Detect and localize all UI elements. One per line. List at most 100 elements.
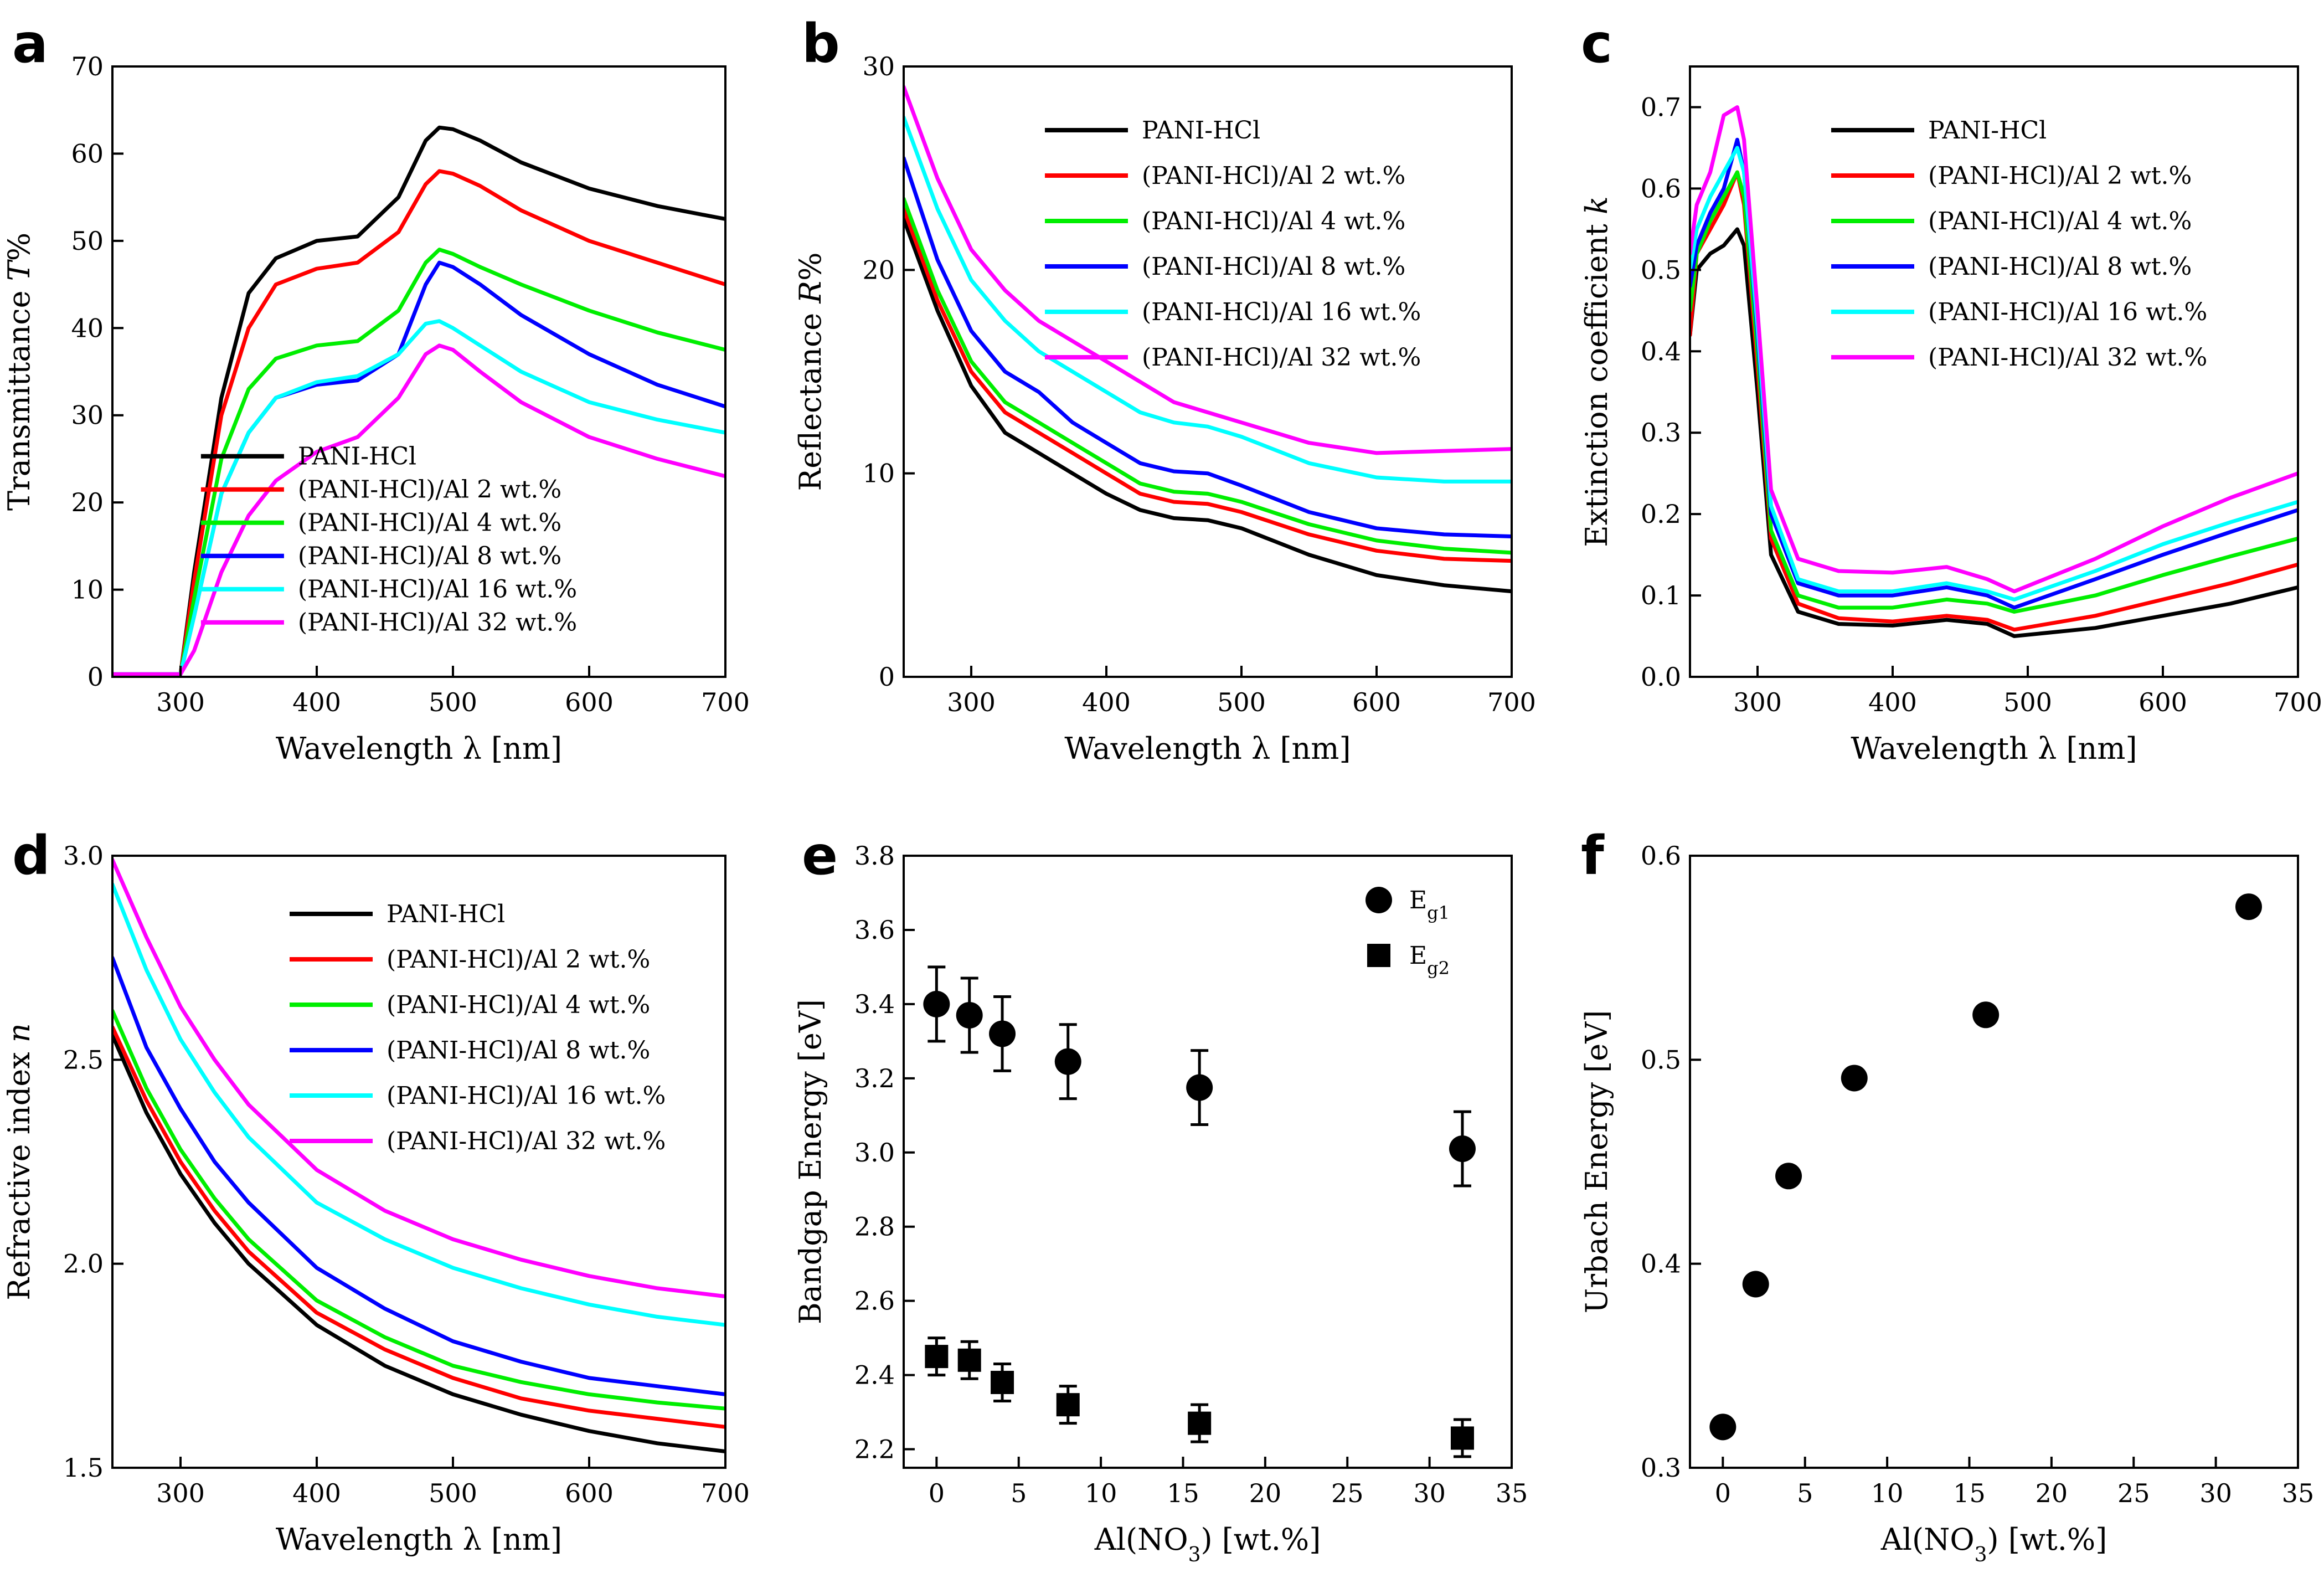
series-line-6: [1690, 105, 2298, 594]
y-tick-label: 2.2: [854, 1435, 895, 1464]
x-tick-label: 300: [156, 1478, 205, 1508]
x-tick-label: 500: [429, 1478, 477, 1508]
y-tick-label: 0.6: [1641, 173, 1681, 203]
y-axis-title-main: Reflectance: [793, 304, 828, 491]
plot-frame: [1689, 855, 2299, 1469]
y-tick-label: 2.5: [63, 1045, 104, 1075]
x-axis-title-tail: ) [wt.%]: [1987, 1522, 2107, 1557]
data-point-circle: [923, 990, 950, 1017]
x-tick-label: 10: [1085, 1478, 1117, 1508]
legend-label: (PANI-HCl)/Al 2 wt.%: [1142, 162, 1405, 190]
y-axis-title: Transmittance T%: [2, 233, 37, 511]
series-line-3: [1690, 170, 2298, 614]
series-line-5: [112, 319, 725, 676]
legend-label: (PANI-HCl)/Al 2 wt.%: [298, 476, 561, 504]
y-axis-title-symbol: R: [793, 281, 828, 304]
y-tick-label: 20: [862, 255, 895, 285]
legend-label-sub: g2: [1427, 958, 1450, 979]
x-tick-label: 0: [1715, 1478, 1731, 1508]
x-tick-label: 20: [1249, 1478, 1282, 1508]
y-axis-title-suffix: %: [793, 253, 828, 281]
y-tick-label: 0.0: [1641, 662, 1681, 692]
x-tick-label: 700: [701, 687, 750, 717]
series-line-2: [112, 169, 725, 676]
y-tick-label: 3.6: [854, 915, 895, 945]
legend-label: (PANI-HCl)/Al 4 wt.%: [298, 509, 561, 537]
panel-letter: a: [12, 13, 48, 75]
legend-label: PANI-HCl: [1142, 116, 1260, 145]
data-point-circle: [956, 1001, 983, 1029]
y-tick-label: 3.2: [854, 1063, 895, 1093]
legend-label: (PANI-HCl)/Al 16 wt.%: [1928, 298, 2207, 326]
legend-label: (PANI-HCl)/Al 32 wt.%: [298, 609, 577, 637]
x-tick-label: 600: [565, 1478, 614, 1508]
y-tick-label: 2.6: [854, 1286, 895, 1316]
y-tick-label: 0: [879, 662, 895, 692]
panel-a: a 300 400 500 600 700 0 10 20 30 40 50 60 70 Wavelengt…: [2, 13, 750, 766]
x-tick-label: 600: [565, 687, 614, 717]
y-tick-label: 50: [71, 226, 104, 256]
x-axis-title-sub: 3: [1188, 1544, 1201, 1566]
y-axis-title-main: Refractive index: [2, 1042, 37, 1300]
y-tick-label: 3.0: [63, 841, 104, 871]
series-line-4: [904, 156, 1512, 538]
series-line-1: [904, 217, 1512, 594]
x-tick-label: 35: [2282, 1478, 2315, 1508]
x-axis-title: Wavelength λ [nm]: [276, 731, 562, 766]
y-tick-label: 0.5: [1641, 1045, 1681, 1075]
legend-label: (PANI-HCl)/Al 8 wt.%: [1142, 253, 1405, 281]
series-line-5: [904, 115, 1512, 484]
panel-f: f 0 5 10 15 20 25 30 35 0.3 0.4 0.5 0.6 Al(NO3) [wt.%…: [1579, 825, 2314, 1566]
series-line-3: [112, 1009, 725, 1411]
data-point-circle: [1742, 1271, 1769, 1298]
x-axis-title: Al(NO3) [wt.%]: [1094, 1522, 1321, 1566]
y-axis-title-main: Transmittance: [2, 281, 37, 511]
y-axis-title-symbol: n: [2, 1023, 37, 1042]
x-tick-label: 0: [929, 1478, 945, 1508]
y-tick-label: 0.4: [1641, 336, 1681, 366]
x-tick-label: 15: [1167, 1478, 1199, 1508]
x-tick-label: 20: [2036, 1478, 2068, 1508]
y-tick-label: 3.8: [854, 841, 895, 871]
series-line-2: [1690, 170, 2298, 632]
y-tick-label: 0.3: [1641, 418, 1681, 448]
panel-e: e 0 5 10 15 20 25 30 35 2.2 2.4 2.6 2.8 3.0 3.2 3.4 3.6 3…: [793, 825, 1528, 1566]
panel-b: b 300 400 500 600 700 0 10 20 30 Wavelength λ [nm]…: [793, 13, 1536, 766]
x-tick-label: 300: [1733, 687, 1782, 717]
legend-label: (PANI-HCl)/Al 4 wt.%: [1142, 207, 1405, 235]
y-tick-label: 0.6: [1641, 841, 1681, 871]
x-axis-title: Al(NO3) [wt.%]: [1880, 1522, 2107, 1566]
legend-label: PANI-HCl: [1928, 116, 2047, 145]
x-tick-label: 400: [1868, 687, 1917, 717]
data-point-circle: [1972, 1001, 2000, 1029]
data-point-square: [925, 1345, 949, 1369]
legend-label: (PANI-HCl)/Al 8 wt.%: [298, 542, 561, 570]
y-tick-label: 40: [71, 313, 104, 343]
x-tick-label: 10: [1871, 1478, 1904, 1508]
data-point-circle: [1841, 1065, 1868, 1092]
x-tick-label: 700: [2274, 687, 2322, 717]
panel-letter: e: [802, 825, 838, 887]
x-tick-label: 400: [292, 1478, 341, 1508]
y-axis-title: Reflectance R%: [793, 253, 828, 491]
y-tick-label: 0: [87, 662, 104, 692]
x-tick-label: 700: [701, 1478, 750, 1508]
x-tick-label: 300: [156, 687, 205, 717]
x-tick-label: 300: [947, 687, 996, 717]
x-tick-label: 25: [2117, 1478, 2150, 1508]
y-tick-label: 0.1: [1641, 580, 1681, 610]
x-axis-title-main: Al(NO: [1880, 1522, 1975, 1557]
y-tick-label: 0.4: [1641, 1249, 1681, 1279]
y-tick-label: 2.8: [854, 1212, 895, 1242]
series-line-1: [112, 1033, 725, 1453]
y-tick-label: 10: [862, 459, 895, 489]
legend-label: Eg1: [1409, 886, 1450, 923]
x-axis-title: Wavelength λ [nm]: [276, 1522, 562, 1557]
plot-frame: [1689, 65, 2299, 678]
series-line-1: [1690, 227, 2298, 638]
y-axis-title: Bandgap Energy [eV]: [793, 999, 828, 1324]
x-tick-label: 500: [2003, 687, 2052, 717]
y-axis-title: Extinction coefficient k: [1579, 196, 1614, 547]
series-line-3: [904, 197, 1512, 555]
panel-letter: d: [12, 825, 50, 887]
